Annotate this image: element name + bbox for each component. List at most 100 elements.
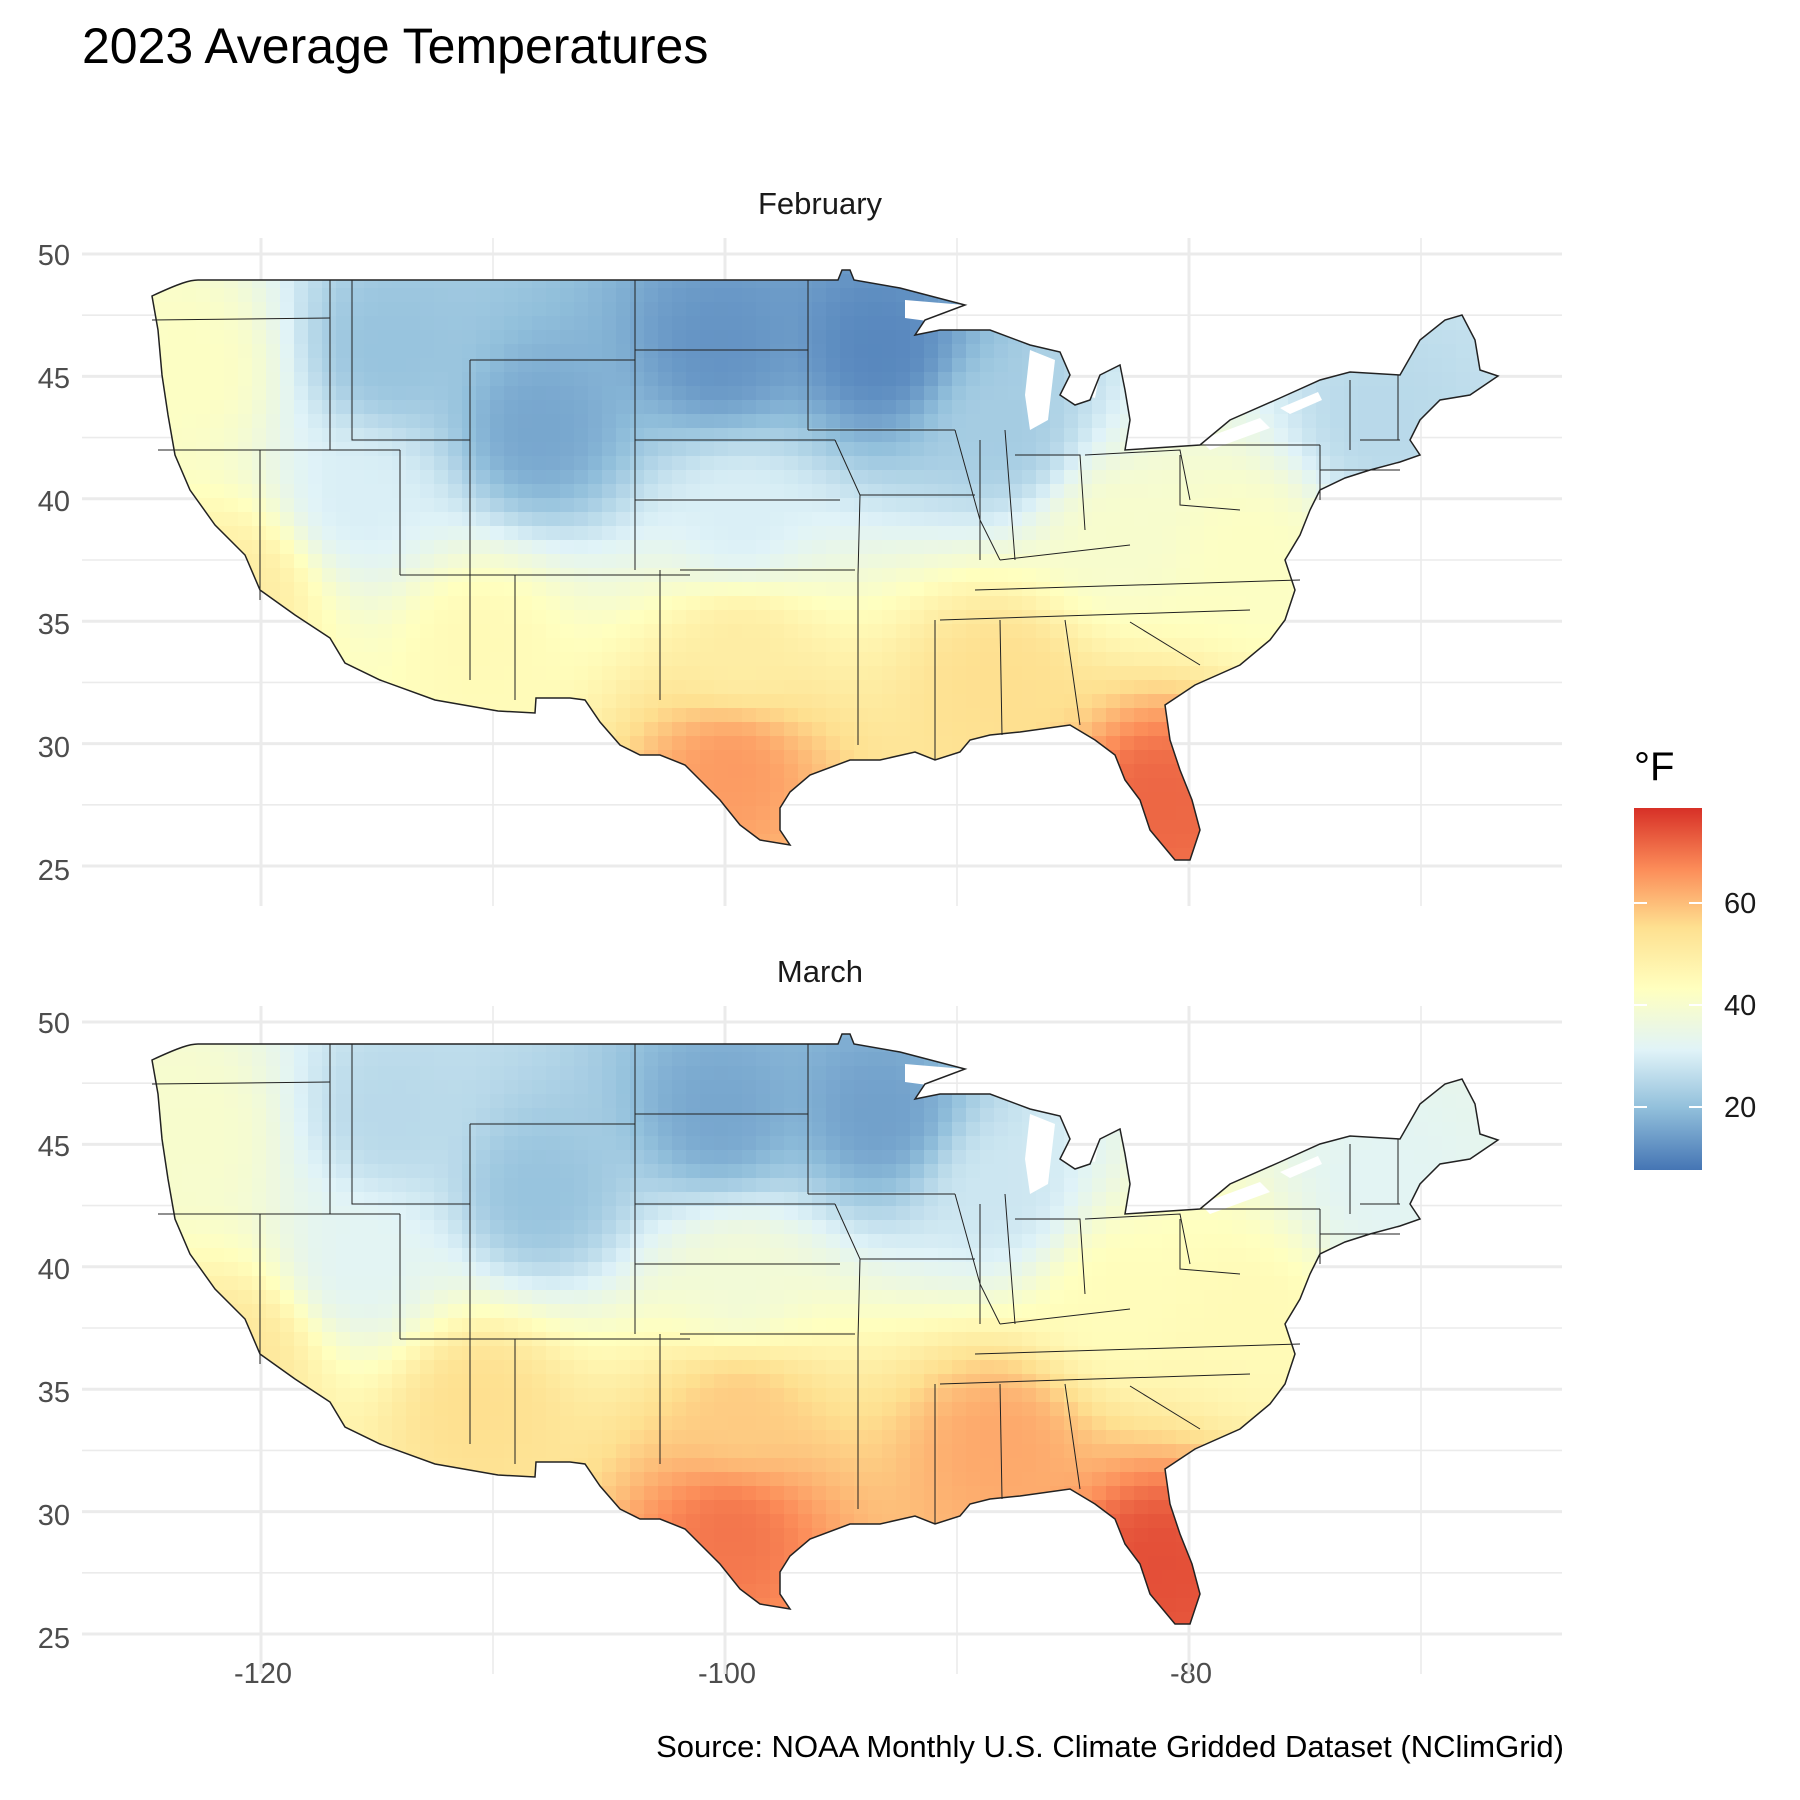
heat-cell	[1498, 260, 1513, 275]
heat-cell	[1232, 358, 1247, 373]
heat-cell	[1442, 288, 1457, 303]
heat-cell	[238, 358, 253, 373]
heat-cell	[238, 270, 253, 275]
heat-cell	[1288, 694, 1303, 709]
heat-cell	[560, 270, 575, 275]
heat-cell	[152, 414, 155, 429]
heat-cell	[714, 442, 729, 457]
heat-cell	[742, 652, 757, 667]
heat-cell	[924, 400, 939, 415]
heat-cell	[784, 1038, 799, 1053]
heat-cell	[546, 288, 561, 303]
heat-cell	[196, 344, 211, 359]
heat-cell	[462, 470, 477, 485]
heat-cell	[854, 750, 869, 765]
heat-cell	[210, 848, 225, 860]
heat-cell	[476, 330, 491, 345]
heat-cell	[840, 722, 855, 737]
ytick-label: 45	[37, 1131, 70, 1163]
heat-cell	[700, 498, 715, 513]
heat-cell	[504, 862, 519, 877]
heat-cell	[1092, 316, 1107, 331]
heat-cell	[1036, 568, 1051, 583]
heat-cell	[560, 680, 575, 695]
heat-cell	[630, 862, 645, 877]
heat-cell	[490, 414, 505, 429]
heat-cell	[1302, 652, 1317, 667]
heat-cell	[490, 400, 505, 415]
heat-cell	[1190, 344, 1205, 359]
heat-cell	[1120, 1038, 1135, 1053]
heat-cell	[1092, 274, 1107, 289]
heat-cell	[1050, 372, 1065, 387]
heat-cell	[1050, 330, 1065, 345]
heat-cell	[1064, 442, 1079, 457]
heat-cell	[420, 722, 435, 737]
heat-cell	[434, 1052, 449, 1067]
heat-cell	[742, 526, 757, 541]
heat-cell	[182, 694, 197, 709]
heat-cell	[532, 344, 547, 359]
heat-cell	[602, 540, 617, 555]
heat-cell	[1260, 1034, 1275, 1039]
heat-cell	[714, 344, 729, 359]
heat-cell	[1204, 708, 1219, 723]
heat-cell	[1204, 1038, 1219, 1053]
heat-cell	[1288, 316, 1303, 331]
heat-cell	[1470, 596, 1485, 611]
heat-cell	[1442, 638, 1457, 653]
heat-cell	[966, 386, 981, 401]
heat-cell	[1106, 666, 1121, 681]
heat-cell	[1316, 834, 1331, 849]
heat-cell	[1260, 806, 1275, 821]
heat-cell	[1358, 624, 1373, 639]
heat-cell	[168, 288, 183, 303]
heat-cell	[1162, 610, 1177, 625]
heat-cell	[532, 778, 547, 793]
heat-cell	[364, 1052, 379, 1067]
heat-cell	[616, 1038, 631, 1053]
heat-cell	[798, 316, 813, 331]
heat-cell	[1428, 750, 1443, 765]
heat-cell	[1050, 582, 1065, 597]
heat-cell	[1078, 666, 1093, 681]
heat-cell	[1386, 862, 1401, 877]
heat-cell	[1484, 638, 1498, 653]
heat-cell	[1316, 428, 1331, 443]
heat-cell	[154, 582, 169, 597]
heat-cell	[686, 498, 701, 513]
heat-cell	[812, 358, 827, 373]
heat-cell	[770, 694, 785, 709]
heat-cell	[1330, 414, 1345, 429]
heat-cell	[1134, 270, 1149, 275]
heat-cell	[1218, 358, 1233, 373]
heat-cell	[1288, 848, 1303, 860]
heat-cell	[308, 288, 323, 303]
heat-cell	[1008, 386, 1023, 401]
heat-cell	[476, 484, 491, 499]
heat-cell	[308, 484, 323, 499]
heat-cell	[882, 540, 897, 555]
heat-cell	[868, 778, 883, 793]
heat-cell	[1204, 834, 1219, 849]
heat-cell	[1260, 624, 1275, 639]
heat-cell	[1064, 652, 1079, 667]
heat-cell	[672, 1034, 687, 1039]
heat-cell	[224, 1052, 239, 1067]
heat-cell	[882, 806, 897, 821]
heat-cell	[420, 848, 435, 860]
xtick-label: -80	[1170, 1658, 1212, 1690]
heat-cell	[1400, 526, 1415, 541]
heat-cell	[854, 834, 869, 849]
heat-cell	[1064, 512, 1079, 527]
heat-cell	[364, 344, 379, 359]
heat-cell	[868, 694, 883, 709]
heat-cell	[1330, 1038, 1345, 1053]
heat-cell	[154, 764, 169, 779]
heat-cell	[728, 358, 743, 373]
heat-cell	[1344, 638, 1359, 653]
heat-cell	[840, 554, 855, 569]
great-lake	[1200, 418, 1270, 450]
heat-cell	[1036, 750, 1051, 765]
heat-cell	[350, 540, 365, 555]
